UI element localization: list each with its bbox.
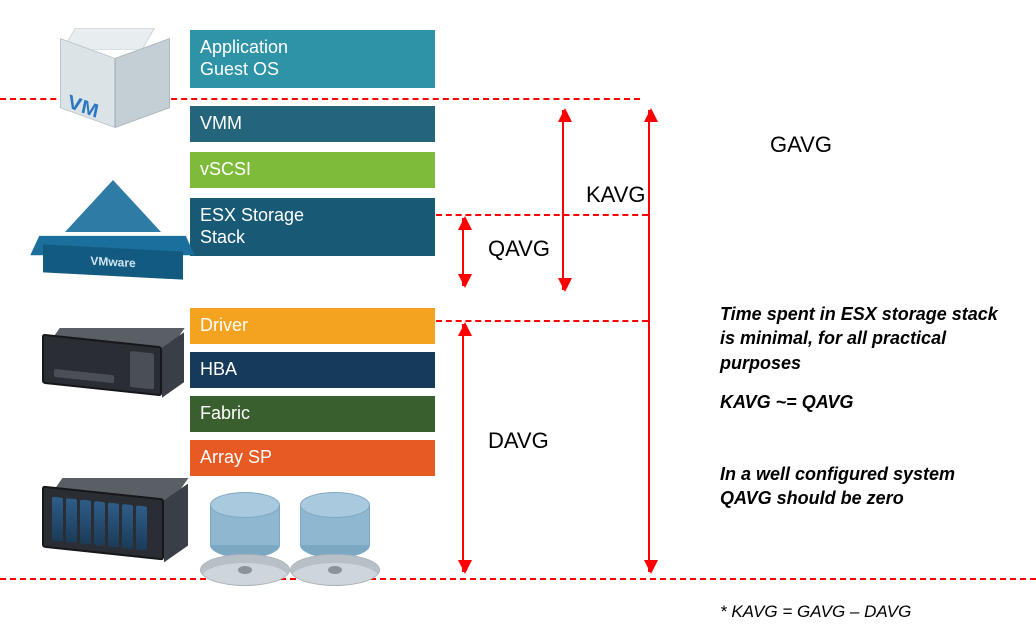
arrow-down-icon (458, 274, 472, 288)
bracket-gavg (648, 110, 650, 572)
note-qavg-zero: In a well configured system QAVG should … (720, 462, 1000, 511)
disk-icon (200, 492, 290, 592)
arrow-up-icon (458, 322, 472, 336)
bracket-kavg (562, 110, 564, 290)
layer-esx-storage-stack: ESX Storage Stack (190, 198, 435, 256)
layer-fabric: Fabric (190, 396, 435, 432)
arrow-down-icon (558, 278, 572, 292)
arrow-up-icon (558, 108, 572, 122)
arrow-down-icon (458, 560, 472, 574)
note-kavg-qavg: KAVG ~= QAVG (720, 390, 853, 414)
vmware-platform-icon: VMware (35, 180, 190, 290)
disk-icon (290, 492, 380, 592)
layer-vscsi: vSCSI (190, 152, 435, 188)
layer-vmm: VMM (190, 106, 435, 142)
layer-driver: Driver (190, 308, 435, 344)
footnote-formula: * KAVG = GAVG – DAVG (720, 602, 911, 622)
layer-application: Application Guest OS (190, 30, 435, 88)
bracket-davg (462, 324, 464, 572)
arrow-down-icon (644, 560, 658, 574)
divider-line (0, 578, 1036, 580)
vmware-platform-label: VMware (43, 244, 183, 279)
arrow-up-icon (458, 216, 472, 230)
note-time-spent: Time spent in ESX storage stack is minim… (720, 302, 1010, 375)
label-davg: DAVG (488, 428, 549, 454)
vm-cube-icon: VM (60, 28, 170, 138)
layer-hba: HBA (190, 352, 435, 388)
arrow-up-icon (644, 108, 658, 122)
storage-array-icon (42, 478, 192, 568)
label-gavg: GAVG (770, 132, 832, 158)
server-icon (42, 328, 187, 398)
label-qavg: QAVG (488, 236, 550, 262)
layer-array-sp: Array SP (190, 440, 435, 476)
bracket-qavg (462, 218, 464, 286)
label-kavg: KAVG (586, 182, 646, 208)
